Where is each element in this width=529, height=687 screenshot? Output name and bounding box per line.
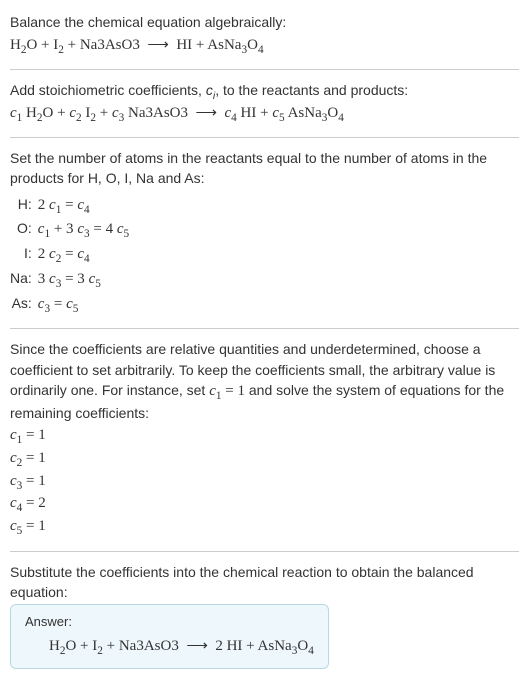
- answer-equation: H2O + I2 + Na3AsO3 ⟶ 2 HI + AsNa3O4: [25, 636, 314, 658]
- section-stoich: Add stoichiometric coefficients, ci, to …: [10, 76, 519, 135]
- answer-label: Answer:: [25, 613, 314, 632]
- section-title: Balance the chemical equation algebraica…: [10, 8, 519, 67]
- atom-row: O:c1 + 3 c3 = 4 c5: [10, 217, 135, 242]
- substitute-text: Substitute the coefficients into the che…: [10, 562, 519, 603]
- title-text: Balance the chemical equation algebraica…: [10, 12, 519, 32]
- atom-equation: c1 + 3 c3 = 4 c5: [38, 217, 135, 242]
- section-atoms: Set the number of atoms in the reactants…: [10, 144, 519, 326]
- section-substitute: Substitute the coefficients into the che…: [10, 558, 519, 679]
- atom-label: H:: [10, 193, 38, 218]
- divider: [10, 551, 519, 552]
- section-underdetermined: Since the coefficients are relative quan…: [10, 335, 519, 548]
- atom-row: As:c3 = c5: [10, 292, 135, 317]
- divider: [10, 328, 519, 329]
- atom-label: Na:: [10, 267, 38, 292]
- atom-equation: 3 c3 = 3 c5: [38, 267, 135, 292]
- atom-equation: 2 c1 = c4: [38, 193, 135, 218]
- coefficient-value: c2 = 1: [10, 448, 519, 470]
- stoich-intro: Add stoichiometric coefficients, ci, to …: [10, 80, 519, 100]
- atoms-intro: Set the number of atoms in the reactants…: [10, 148, 519, 189]
- coefficient-value: c3 = 1: [10, 471, 519, 493]
- coefficient-value: c5 = 1: [10, 516, 519, 538]
- atom-equation: c3 = c5: [38, 292, 135, 317]
- atom-row: I:2 c2 = c4: [10, 242, 135, 267]
- equation-unbalanced: H2O + I2 + Na3AsO3 ⟶ HI + AsNa3O4: [10, 35, 519, 57]
- underdetermined-text: Since the coefficients are relative quan…: [10, 339, 519, 423]
- divider: [10, 137, 519, 138]
- coefficient-list: c1 = 1c2 = 1c3 = 1c4 = 2c5 = 1: [10, 425, 519, 538]
- atom-row: Na:3 c3 = 3 c5: [10, 267, 135, 292]
- coefficient-value: c1 = 1: [10, 425, 519, 447]
- atom-label: I:: [10, 242, 38, 267]
- divider: [10, 69, 519, 70]
- atom-label: As:: [10, 292, 38, 317]
- equation-with-coefficients: c1 H2O + c2 I2 + c3 Na3AsO3 ⟶ c4 HI + c5…: [10, 103, 519, 125]
- atom-label: O:: [10, 217, 38, 242]
- atom-equation-table: H:2 c1 = c4O:c1 + 3 c3 = 4 c5I:2 c2 = c4…: [10, 193, 135, 317]
- atom-row: H:2 c1 = c4: [10, 193, 135, 218]
- atom-equation: 2 c2 = c4: [38, 242, 135, 267]
- answer-box: Answer: H2O + I2 + Na3AsO3 ⟶ 2 HI + AsNa…: [10, 604, 329, 669]
- coefficient-value: c4 = 2: [10, 493, 519, 515]
